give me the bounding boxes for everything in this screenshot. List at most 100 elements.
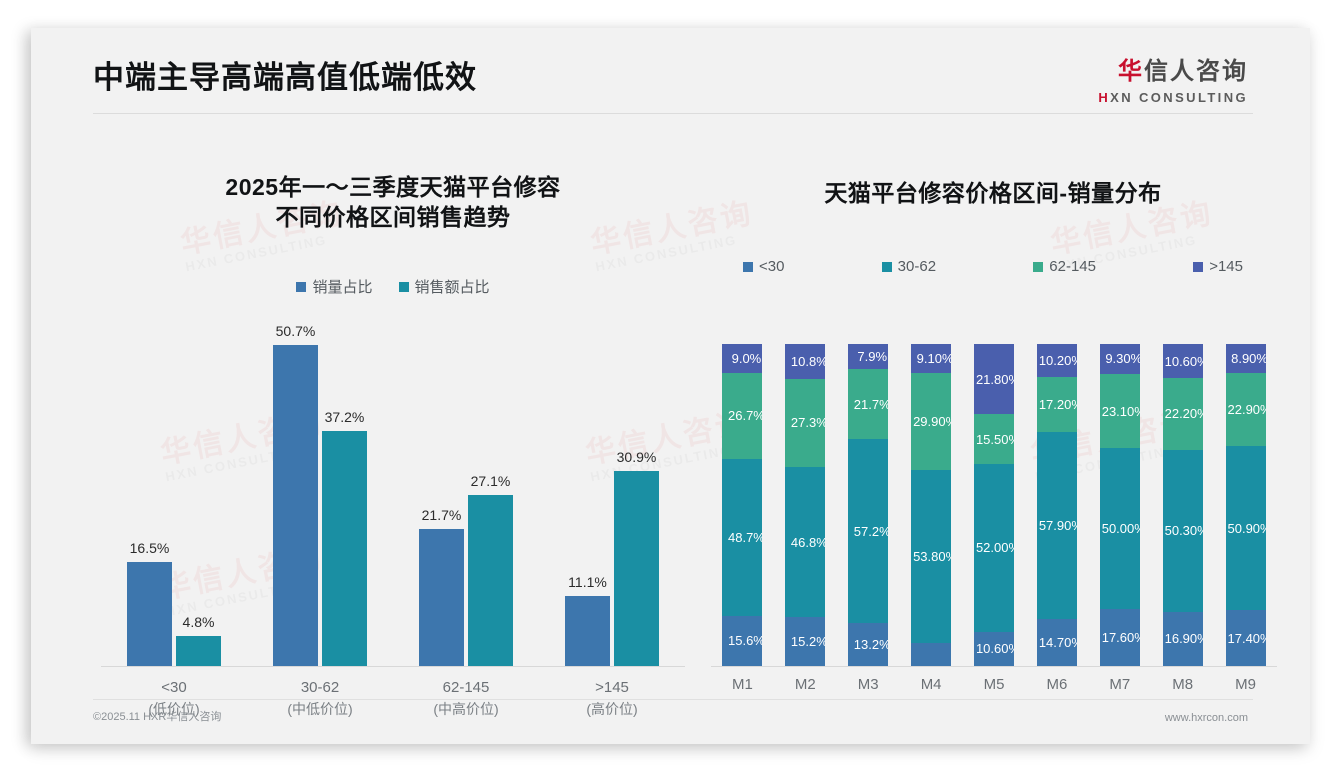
bar-column[interactable]: 21.7% [419,318,464,666]
segment-value-label: 52.00% [975,540,1014,556]
bar-value-label: 16.5% [129,539,170,556]
bar-column[interactable]: 11.1% [565,318,610,666]
company-logo: 华信人咨询 HXN CONSULTING [1098,60,1248,105]
stacked-bar-segment[interactable]: 7.9% [848,344,889,370]
segment-value-label: 57.2% [853,523,889,539]
stacked-bar-segment[interactable]: 22.90% [1225,372,1266,447]
legend-label: <30 [759,258,785,275]
chart-title-right: 天猫平台修容价格区间-销量分布 [824,180,1162,206]
stacked-bar-segment[interactable]: 15.2% [785,617,826,666]
stacked-bar-segment[interactable]: 57.90% [1036,432,1077,619]
legend-item[interactable]: 62-145 [1033,258,1096,275]
segment-value-label: 9.0% [731,350,762,366]
bar-value-label: 50.7% [275,323,316,340]
bar-column[interactable]: 4.8% [176,318,221,666]
x-axis-month-label: M3 [857,676,879,693]
stacked-bar-segment[interactable]: 23.10% [1099,373,1140,449]
slide-header: 中端主导高端高值低端低效 华信人咨询 HXN CONSULTING [31,28,1310,118]
stacked-bar-segment[interactable]: 22.20% [1162,378,1203,450]
stacked-bar-segment[interactable]: 48.7% [722,458,763,616]
stacked-bar-segment[interactable]: 46.8% [785,466,826,618]
stacked-bar-segment[interactable]: 17.20% [1036,376,1077,433]
segment-value-label: 50.00% [1101,521,1140,537]
stacked-bar-segment[interactable]: 52.00% [974,464,1014,632]
stacked-bar-segment[interactable]: 8.90% [1225,344,1266,373]
stacked-bar-segment[interactable]: 50.00% [1099,448,1140,610]
chart-panel-right: 天猫平台修容价格区间-销量分布 <30 30-62 62-145 >145 9.0% 2… [693,132,1293,712]
stacked-bar-column[interactable]: 9.10% 29.90% 53.80% 17.20% [911,344,952,666]
x-axis-month-label: M8 [1172,676,1194,693]
legend-label: 62-145 [1049,258,1096,275]
segment-value-label: 7.9% [857,349,888,365]
stacked-bar-segment[interactable]: 15.6% [722,615,763,666]
stacked-bar-column[interactable]: 21.80% 15.50% 52.00% 10.60% [974,344,1014,666]
stacked-bar-column[interactable]: 7.9% 21.7% 57.2% 13.2% [848,344,889,666]
stacked-bar-segment[interactable]: 50.30% [1162,449,1203,612]
legend-item[interactable]: 30-62 [881,258,936,275]
stacked-bar-segment[interactable]: 50.90% [1225,446,1266,611]
stacked-bar-column[interactable]: 10.60% 22.20% 50.30% 16.90% [1162,344,1203,666]
stacked-bar-segment[interactable]: 16.90% [1162,611,1203,666]
legend-swatch-icon [1033,261,1044,272]
legend-swatch-icon [398,281,409,292]
stacked-bar-segment[interactable]: 10.60% [1162,344,1203,379]
logo-english-text: HXN CONSULTING [1098,91,1248,104]
legend-item[interactable]: 销售额占比 [398,276,490,297]
x-axis-category-label: 30-62 (中低价位) [255,676,385,721]
bar-column[interactable]: 30.9% [614,318,659,666]
segment-value-label: 16.90% [1164,631,1203,647]
stacked-bar-segment[interactable]: 10.8% [785,344,826,379]
x-axis-category-sub: (中高价位) [433,701,499,718]
legend-item[interactable]: 销量占比 [296,276,373,297]
segment-value-label: 26.7% [728,408,763,424]
x-axis-category-main: >145 [595,679,629,696]
x-axis-category-sub: (中低价位) [287,701,353,718]
footer-copyright: ©2025.11 HXR华信人咨询 [93,711,222,723]
legend-item[interactable]: <30 [743,258,784,275]
stacked-bar-column[interactable]: 10.8% 27.3% 46.8% 15.2% [785,344,826,666]
stacked-bar-segment[interactable]: 10.60% [974,631,1014,666]
stacked-bar-segment[interactable]: 17.60% [1099,609,1140,666]
bar-column[interactable]: 50.7% [273,318,318,666]
stacked-bar-segment[interactable]: 26.7% [722,372,763,459]
legend-label: >145 [1209,258,1243,275]
x-axis-month-label: M7 [1109,676,1131,693]
stacked-bar-segment[interactable]: 21.7% [848,369,889,440]
stacked-bar-segment[interactable]: 17.40% [1225,610,1266,666]
stacked-bar-column[interactable]: 8.90% 22.90% 50.90% 17.40% [1225,344,1266,666]
x-axis-category-label: 62-145 (中高价位) [401,676,531,721]
stacked-bar-column[interactable]: 10.20% 17.20% 57.90% 14.70% [1036,344,1077,666]
stacked-bar-segment[interactable]: 15.50% [974,414,1014,465]
stacked-bar-segment[interactable]: 13.2% [848,623,889,666]
segment-value-label: 10.60% [1164,353,1203,369]
stacked-bar-segment[interactable]: 9.10% [911,344,952,374]
x-axis-line-left [101,666,685,667]
legend-item[interactable]: >145 [1193,258,1243,275]
segment-value-label: 50.30% [1164,523,1203,539]
header-divider [93,113,1253,114]
segment-value-label: 29.90% [913,413,951,429]
stacked-bar-segment[interactable]: 9.30% [1099,344,1140,374]
segment-value-label: 17.60% [1101,630,1140,646]
stacked-bar-segment[interactable]: 29.90% [911,373,952,470]
stacked-bar-column[interactable]: 9.30% 23.10% 50.00% 17.60% [1099,344,1140,666]
segment-value-label: 15.2% [790,634,826,650]
legend-swatch-icon [1193,261,1204,272]
x-axis-line-right [711,666,1277,667]
stacked-bar-segment[interactable]: 14.70% [1036,618,1077,666]
segment-value-label: 13.2% [853,637,889,653]
stacked-bar-segment[interactable]: 27.3% [785,378,826,467]
stacked-bar-segment[interactable]: 10.20% [1036,344,1077,377]
bar-column[interactable]: 16.5% [127,318,172,666]
stacked-bar-segment[interactable]: 21.80% [974,344,1014,415]
segment-value-label: 21.80% [975,371,1014,387]
stacked-bar-segment[interactable]: 53.80% [911,469,952,643]
stacked-bar-segment[interactable]: 17.20% [911,642,952,666]
chart-title-left: 2025年一～三季度天猫平台修容 不同价格区间销售趋势 [93,172,693,233]
stacked-bar-column[interactable]: 9.0% 26.7% 48.7% 15.6% [722,344,763,666]
bar-fill [322,430,367,666]
stacked-bar-segment[interactable]: 57.2% [848,439,889,624]
bar-column[interactable]: 37.2% [322,318,367,666]
bar-column[interactable]: 27.1% [468,318,513,666]
stacked-bar-segment[interactable]: 9.0% [722,344,763,373]
